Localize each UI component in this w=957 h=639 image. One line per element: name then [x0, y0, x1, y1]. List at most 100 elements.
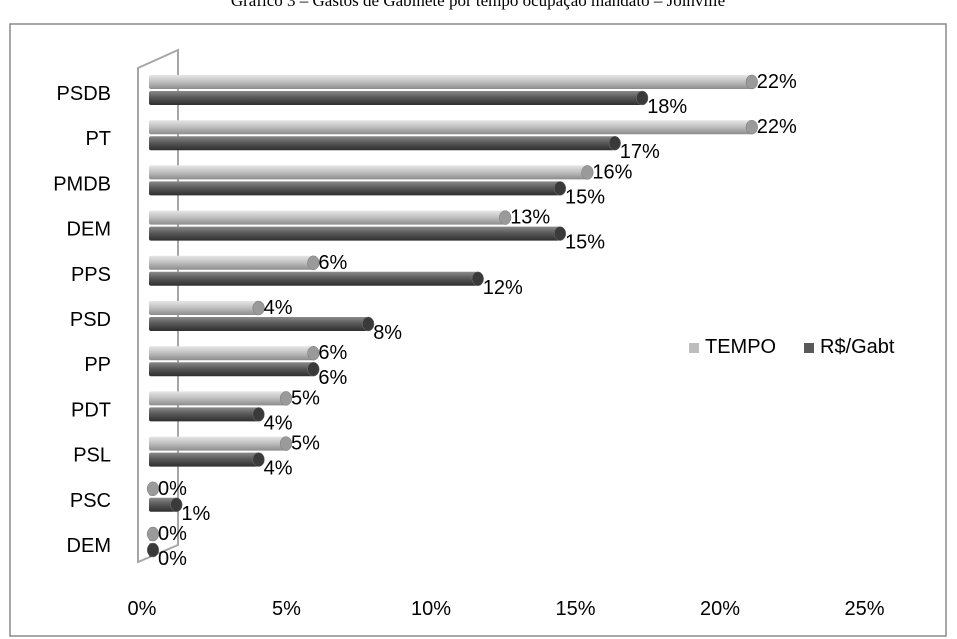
legend-label: TEMPO: [705, 336, 776, 358]
data-label: 5%: [291, 433, 320, 455]
data-label: 22%: [757, 116, 797, 138]
x-tick-label: 10%: [411, 598, 451, 620]
x-tick-label: 25%: [844, 598, 884, 620]
legend: TEMPO R$/Gabt: [689, 336, 895, 358]
category-label: PSC: [70, 490, 111, 512]
bars-group: 22%18%22%17%16%15%13%15%6%12%4%8%6%6%5%4…: [146, 71, 797, 570]
data-label: 17%: [620, 141, 660, 163]
category-label: PSD: [70, 309, 111, 331]
bar-cap: [279, 436, 293, 451]
x-tick-label: 0%: [128, 598, 157, 620]
category-label: DEM: [67, 535, 111, 557]
bar-cap: [146, 526, 160, 542]
category-label: DEM: [67, 219, 111, 241]
bar-body: [149, 346, 314, 361]
bar-tempo: 0%: [146, 478, 187, 500]
bar-cap: [252, 452, 265, 467]
data-label: 6%: [318, 367, 347, 389]
bar-body: [149, 255, 314, 270]
bar-cap: [252, 300, 265, 316]
data-label: 6%: [318, 252, 347, 274]
data-label: 0%: [158, 478, 187, 500]
data-label: 12%: [483, 277, 523, 299]
bar-cap: [608, 135, 621, 151]
bar-body: [149, 362, 314, 377]
bar-gabt: 8%: [149, 316, 402, 344]
bar-body: [149, 317, 369, 331]
bar-cap: [745, 74, 758, 90]
category-label: PDT: [71, 399, 111, 421]
x-tick-label: 15%: [555, 598, 595, 620]
category-label: PPS: [71, 264, 111, 286]
bar-cap: [636, 90, 649, 106]
category-label: PSL: [73, 445, 111, 467]
bar-body: [149, 452, 259, 467]
bar-tempo: 22%: [149, 71, 797, 93]
data-label: 0%: [158, 523, 187, 545]
bar-cap: [499, 210, 512, 225]
bar-gabt: 15%: [149, 226, 605, 254]
bar-tempo: 6%: [149, 342, 348, 364]
bar-cap: [581, 165, 594, 180]
data-label: 4%: [264, 412, 293, 434]
bar-body: [149, 391, 286, 406]
bar-gabt: 17%: [149, 135, 660, 163]
bar-cap: [252, 407, 265, 422]
category-label: PT: [85, 128, 111, 150]
bar-body: [149, 407, 259, 422]
bar-cap: [362, 316, 375, 332]
category-label: PMDB: [53, 173, 111, 195]
legend-swatch-gabt: [804, 343, 814, 353]
bar-cap: [471, 271, 484, 287]
data-label: 13%: [510, 207, 550, 229]
bar-cap: [307, 361, 320, 377]
bar-cap: [553, 181, 567, 196]
bar-tempo: 4%: [149, 297, 293, 319]
bar-cap: [553, 226, 567, 241]
bar-tempo: 6%: [149, 252, 348, 274]
legend-label: R$/Gabt: [820, 336, 895, 358]
bar-cap: [146, 542, 160, 558]
data-label: 8%: [373, 322, 402, 344]
bar-body: [149, 436, 286, 451]
bar-tempo: 16%: [149, 161, 633, 183]
bar-tempo: 5%: [149, 387, 320, 409]
chart-border: [9, 23, 947, 637]
bar-body: [149, 91, 643, 105]
bar-gabt: 18%: [149, 90, 687, 118]
bar-body: [149, 497, 177, 512]
category-labels: PSDB PT PMDB DEM PPS PSD PP PDT PSL PSC DEM: [53, 83, 111, 557]
data-label: 22%: [757, 71, 797, 93]
bar-cap: [146, 481, 160, 497]
x-axis-ticks: 0% 5% 10% 15% 20% 25%: [128, 598, 885, 620]
bar-cap: [307, 255, 320, 271]
bar-body: [149, 120, 752, 135]
bar-cap: [745, 119, 758, 135]
bar-body: [149, 181, 560, 196]
data-label: 4%: [264, 458, 293, 480]
data-label: 16%: [592, 161, 632, 183]
data-label: 4%: [264, 297, 293, 319]
data-label: 15%: [565, 186, 605, 208]
legend-swatch-tempo: [689, 343, 699, 353]
data-label: 1%: [181, 503, 210, 525]
x-tick-label: 5%: [272, 598, 301, 620]
bar-tempo: 0%: [146, 523, 187, 545]
category-label: PP: [84, 354, 111, 376]
bar-cap: [170, 497, 183, 513]
data-label: 15%: [565, 232, 605, 254]
bar-gabt: 4%: [149, 452, 293, 480]
bar-gabt: 15%: [149, 181, 605, 208]
bar-body: [149, 75, 752, 89]
bar-cap: [307, 345, 320, 361]
data-label: 6%: [318, 342, 347, 364]
bar-gabt: 4%: [149, 407, 293, 434]
bar-cap: [279, 391, 293, 406]
plot-side-wall: [137, 48, 179, 564]
x-tick-label: 20%: [700, 598, 740, 620]
bar-tempo: 13%: [149, 207, 550, 229]
bar-gabt: 0%: [146, 542, 187, 570]
data-label: 5%: [291, 387, 320, 409]
data-label: 18%: [647, 96, 687, 118]
bar-tempo: 5%: [149, 433, 320, 455]
